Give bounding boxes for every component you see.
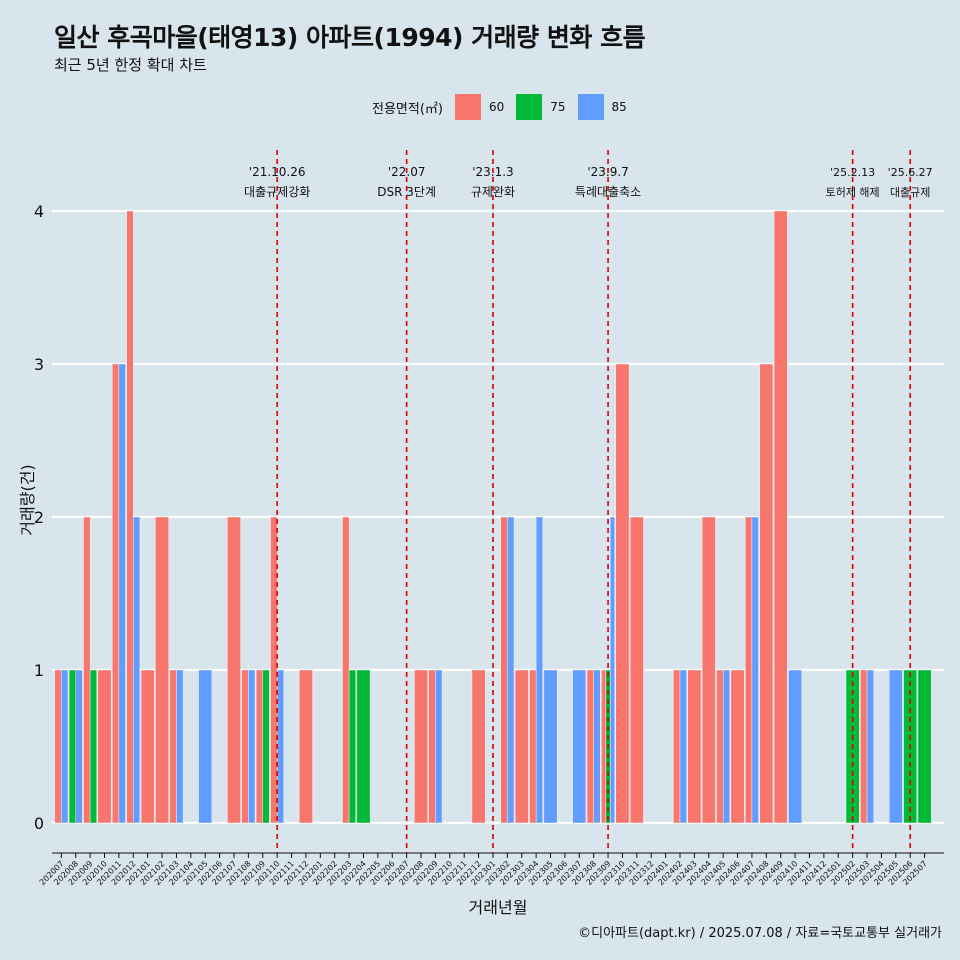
bar-202012-60	[126, 210, 134, 824]
bar-202302-60	[500, 516, 508, 824]
bar-202404-60	[701, 516, 716, 824]
bar-202009-60	[83, 516, 91, 824]
bar-202103-60	[169, 669, 177, 824]
bar-202403-60	[687, 669, 702, 824]
bar-202007-85	[61, 669, 69, 824]
y-tick-label-1: 1	[34, 661, 44, 680]
bar-202103-85	[176, 669, 184, 824]
bar-202110-60	[270, 516, 278, 824]
legend: 전용면적(㎡) 60 75 85	[372, 92, 631, 122]
y-tick-label-2: 2	[34, 508, 44, 527]
bar-202302-85	[507, 516, 515, 824]
event-label-5: 대출규제	[890, 186, 930, 199]
bar-202008-75	[68, 669, 76, 824]
bar-202209-85	[435, 669, 443, 824]
bar-202107-60	[227, 516, 241, 824]
bar-202402-60	[673, 669, 681, 824]
bar-202410-85	[788, 669, 802, 824]
legend-item-85: 85	[577, 94, 627, 120]
bar-202108-85	[248, 669, 256, 824]
y-axis-title: 거래량(건)	[18, 464, 37, 535]
bar-202304-60	[529, 669, 537, 824]
bar-202307-85	[572, 669, 587, 824]
legend-label-75: 75	[550, 100, 566, 114]
bar-202105-85	[198, 669, 213, 824]
chart-subtitle: 최근 5년 한정 확대 차트	[54, 56, 207, 74]
chart-title: 일산 후곡마을(태영13) 아파트(1994) 거래량 변화 흐름	[54, 23, 646, 52]
bar-202406-60	[730, 669, 745, 824]
event-label-4: 토허제 해제	[826, 185, 880, 199]
event-label-2: 규제완화	[471, 185, 515, 199]
bar-202203-75	[348, 669, 356, 824]
bar-202008-85	[75, 669, 83, 824]
bar-202011-60	[112, 363, 120, 824]
legend-swatch-75	[516, 94, 543, 120]
bar-202010-60	[97, 669, 112, 824]
bar-202311-60	[630, 516, 644, 824]
event-date-0: '21.10.26	[249, 165, 306, 179]
bar-202101-60	[140, 669, 155, 824]
legend-title: 전용면적(㎡)	[372, 101, 443, 117]
event-date-2: '23.1.3	[472, 165, 513, 179]
legend-item-75: 75	[516, 94, 566, 120]
event-label-1: DSR 3단계	[377, 185, 436, 199]
bar-202308-85	[593, 669, 601, 824]
legend-swatch-85	[577, 94, 604, 120]
bar-202110-85	[276, 669, 284, 824]
bar-202408-60	[759, 363, 774, 824]
bar-202212-60	[471, 669, 486, 824]
bar-202309-85	[610, 516, 615, 824]
y-tick-label-0: 0	[34, 814, 44, 833]
legend-swatch-60	[454, 94, 481, 120]
legend-item-60: 60	[454, 94, 505, 120]
event-date-1: '22.07	[388, 165, 426, 179]
bar-202208-60	[414, 669, 428, 824]
bar-202407-60	[745, 516, 753, 824]
bar-202402-85	[679, 669, 687, 824]
y-tick-label-4: 4	[34, 202, 44, 221]
bar-202108-60	[241, 669, 249, 824]
bar-202303-60	[514, 669, 529, 824]
bar-202304-85	[535, 516, 543, 824]
bar-202310-60	[615, 363, 630, 824]
bar-202209-60	[428, 669, 436, 824]
bar-202305-85	[543, 669, 558, 824]
bar-202505-85	[888, 669, 903, 824]
legend-label-60: 60	[488, 100, 505, 114]
event-label-3: 특례대출축소	[575, 185, 641, 199]
x-axis-title: 거래년월	[469, 898, 528, 917]
bar-202503-60	[860, 669, 868, 824]
y-tick-label-3: 3	[34, 355, 44, 374]
bar-202409-60	[773, 210, 788, 824]
source-caption: ©디아파트(dapt.kr) / 2025.07.08 / 자료=국토교통부 실…	[578, 926, 942, 941]
bar-202007-60	[54, 669, 62, 824]
event-date-5: '25.6.27	[888, 166, 933, 179]
bar-202109-75	[262, 669, 270, 824]
bar-202503-85	[866, 669, 874, 824]
event-date-4: '25.2.13	[830, 166, 875, 179]
bar-202507-75	[917, 669, 932, 824]
bar-202405-85	[722, 669, 730, 824]
bar-202405-60	[716, 669, 724, 824]
bar-202009-75	[89, 669, 97, 824]
bar-202204-75	[356, 669, 371, 824]
bar-202308-60	[586, 669, 594, 824]
event-date-3: '23.9.7	[587, 165, 628, 179]
bar-202112-60	[299, 669, 313, 824]
bar-202109-60	[255, 669, 263, 824]
bar-202309-60	[601, 669, 607, 824]
bar-202011-85	[118, 363, 126, 824]
bar-202407-85	[751, 516, 759, 824]
bar-202203-60	[342, 516, 350, 824]
bar-202012-85	[133, 516, 141, 824]
bar-202102-60	[155, 516, 169, 824]
legend-label-85: 85	[611, 100, 627, 114]
event-label-0: 대출규제강화	[244, 185, 310, 199]
